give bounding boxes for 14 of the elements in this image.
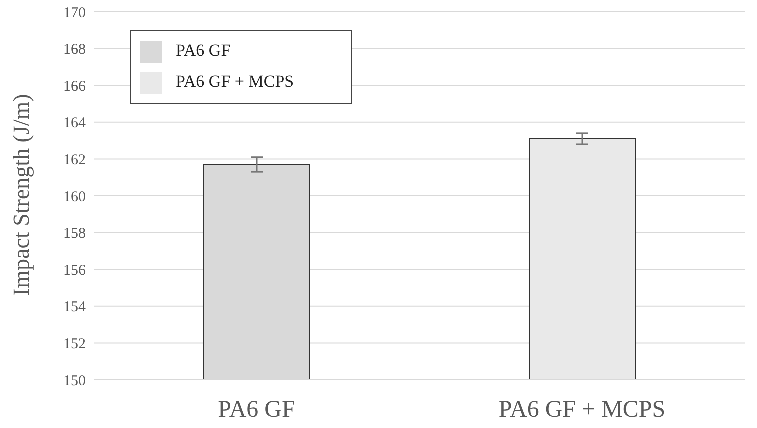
y-tick-label: 170 <box>64 5 86 22</box>
y-tick-label: 168 <box>64 42 86 58</box>
legend-label: PA6 GF <box>176 41 231 60</box>
y-tick-label: 160 <box>64 189 86 206</box>
legend-label: PA6 GF + MCPS <box>176 72 294 91</box>
y-tick-label: 156 <box>64 262 86 279</box>
y-tick-label: 166 <box>64 78 86 95</box>
y-tick-label: 164 <box>64 116 86 132</box>
y-tick-label: 154 <box>64 300 86 316</box>
y-tick-label: 150 <box>64 373 86 390</box>
y-axis-title: Impact Strength (J/m) <box>9 94 34 296</box>
y-tick-label: 162 <box>64 152 86 169</box>
y-tick-label: 158 <box>64 226 86 242</box>
y-tick-label: 152 <box>64 336 86 353</box>
